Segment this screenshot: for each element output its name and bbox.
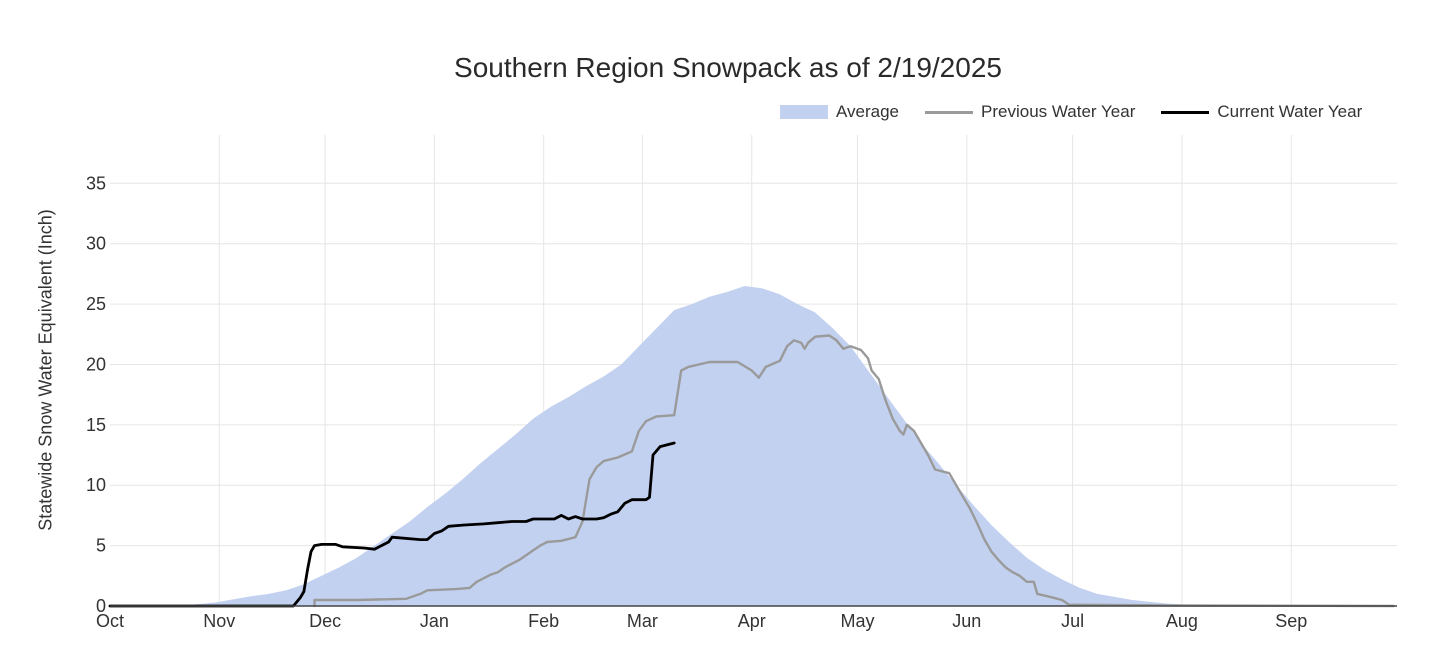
legend-swatch-average (780, 105, 828, 119)
legend: Average Previous Water Year Current Wate… (780, 102, 1362, 122)
y-tick-label: 30 (86, 234, 106, 254)
x-tick-label: Dec (309, 611, 341, 631)
legend-label-current-water-year: Current Water Year (1217, 102, 1363, 121)
y-tick-label: 15 (86, 415, 106, 435)
x-tick-label: Feb (528, 611, 559, 631)
x-tick-label: Nov (203, 611, 235, 631)
y-tick-label: 25 (86, 294, 106, 314)
series-lines-layer (108, 334, 1395, 608)
y-tick-label: 10 (86, 475, 106, 495)
x-tick-label: Oct (96, 611, 124, 631)
legend-item-previous-water-year[interactable]: Previous Water Year (925, 102, 1135, 122)
series-current-water-year-line (108, 441, 676, 608)
legend-label-average: Average (836, 102, 900, 121)
average-area-layer (110, 286, 1394, 606)
axes-layer: 0 5 10 15 20 25 30 35 Oct Nov Dec Jan Feb Mar Apr May Ju… (86, 173, 1397, 631)
series-average-area (110, 286, 1394, 606)
x-tick-label: Jan (420, 611, 449, 631)
chart-title: Southern Region Snowpack as of 2/19/2025 (454, 52, 1002, 83)
x-tick-label: Jul (1061, 611, 1084, 631)
series-previous-water-year-line (313, 334, 1395, 608)
legend-item-current-water-year[interactable]: Current Water Year (1161, 102, 1362, 122)
legend-swatch-previous-water-year (925, 110, 974, 114)
x-tick-label: Aug (1166, 611, 1198, 631)
x-tick-label: Jun (952, 611, 981, 631)
legend-item-average[interactable]: Average (780, 102, 899, 122)
x-tick-label: May (841, 611, 875, 631)
legend-label-previous-water-year: Previous Water Year (981, 102, 1136, 121)
x-tick-label: Mar (627, 611, 658, 631)
legend-swatch-current-water-year (1161, 110, 1210, 114)
y-tick-label: 20 (86, 354, 106, 374)
y-tick-label: 35 (86, 173, 106, 193)
y-tick-label: 0 (96, 596, 106, 616)
x-tick-label: Apr (738, 611, 766, 631)
x-tick-label: Sep (1275, 611, 1307, 631)
y-tick-label: 5 (96, 536, 106, 556)
